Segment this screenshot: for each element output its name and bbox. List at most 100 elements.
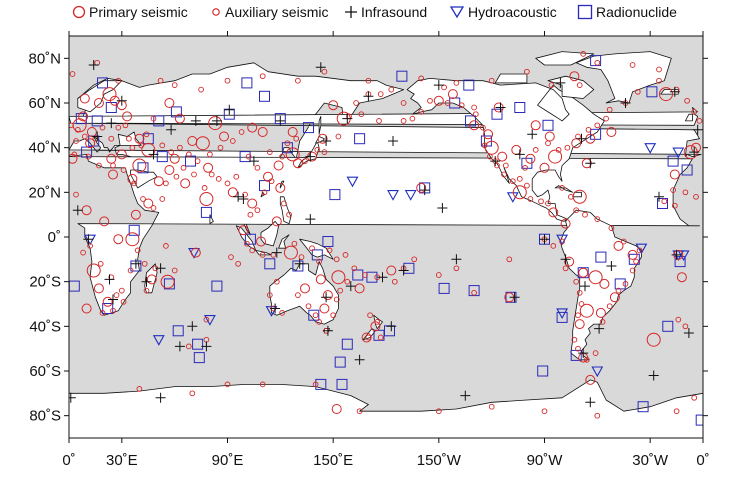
auxiliary-seismic-station [458, 102, 465, 109]
radionuclide-station [241, 77, 253, 89]
infrasound-station [233, 191, 244, 202]
auxiliary-seismic-station [217, 144, 224, 151]
hydroacoustic-station [672, 147, 685, 159]
auxiliary-seismic-station [247, 211, 254, 218]
auxiliary-seismic-station [73, 138, 79, 144]
radionuclide-station [244, 233, 256, 245]
primary-seismic-station [585, 374, 596, 385]
primary-seismic-station [433, 95, 444, 106]
auxiliary-seismic-station [118, 287, 125, 294]
radionuclide-station [681, 164, 693, 176]
auxiliary-seismic-station [168, 149, 174, 155]
auxiliary-seismic-station [418, 75, 425, 82]
primary-seismic-station [469, 120, 480, 131]
auxiliary-seismic-station [615, 287, 622, 294]
y-axis-ticks: 80˚N 60˚N 40˚N 20˚N 0˚ 20˚S 40˚S 60˚S 80˚S [28, 50, 708, 425]
auxiliary-seismic-station [316, 258, 322, 265]
primary-seismic-station [122, 111, 133, 122]
legend-infrasound: Infrasound [344, 3, 427, 21]
radionuclide-station [259, 90, 270, 102]
y-tick-label: 0˚ [48, 229, 61, 246]
primary-seismic-station [370, 321, 381, 332]
infrasound-station [398, 265, 409, 276]
infrasound-station [155, 263, 166, 274]
legend-auxiliary-seismic: Auxiliary seismic [210, 3, 328, 21]
auxiliary-seismic-station [427, 97, 433, 104]
primary-seismic-station [256, 236, 266, 247]
radionuclide-station [315, 378, 327, 390]
hydroacoustic-triangle-icon [449, 6, 465, 19]
infrasound-station [271, 247, 282, 258]
auxiliary-seismic-station [409, 115, 416, 122]
infrasound-station [654, 191, 664, 202]
auxiliary-seismic-station [582, 211, 588, 218]
primary-seismic-station [273, 160, 284, 171]
auxiliary-seismic-station [435, 408, 442, 415]
y-tick-label: 80˚N [28, 50, 61, 67]
infrasound-station [166, 124, 177, 135]
auxiliary-seismic-station [208, 171, 215, 178]
primary-seismic-station [219, 131, 229, 142]
auxiliary-seismic-station [573, 207, 580, 214]
infrasound-station [238, 194, 249, 204]
infrasound-station [460, 390, 471, 401]
y-tick-label: 40˚N [28, 140, 61, 157]
auxiliary-seismic-station [122, 122, 129, 129]
primary-seismic-station [354, 283, 365, 294]
auxiliary-seismic-station [629, 62, 636, 68]
primary-seismic-station [164, 165, 175, 175]
infrasound-station [580, 281, 590, 292]
primary-seismic-station [447, 89, 458, 100]
primary-seismic-station [609, 292, 620, 303]
radionuclide-station [366, 271, 378, 283]
auxiliary-seismic-station [376, 118, 382, 124]
primary-seismic-station [315, 274, 326, 285]
radionuclide-station [163, 278, 175, 290]
infrasound-station [419, 185, 430, 196]
auxiliary-seismic-station [134, 247, 141, 254]
infrasound-station [578, 348, 589, 359]
auxiliary-seismic-station [522, 164, 528, 171]
auxiliary-seismic-station [353, 100, 359, 106]
auxiliary-seismic-station [453, 265, 460, 272]
auxiliary-seismic-station [358, 111, 365, 118]
auxiliary-seismic-station [298, 254, 305, 260]
auxiliary-seismic-circle-icon [212, 8, 220, 16]
primary-seismic-station [569, 71, 580, 82]
radionuclide-station [491, 108, 503, 120]
radionuclide-station [192, 338, 204, 350]
auxiliary-seismic-station [312, 381, 319, 388]
infrasound-station [495, 102, 506, 113]
infrasound-station [155, 392, 166, 403]
radionuclide-station [75, 113, 87, 125]
auxiliary-seismic-station [198, 86, 204, 93]
infrasound-station [388, 136, 398, 146]
auxiliary-seismic-station [224, 77, 231, 84]
primary-seismic-station [292, 158, 303, 169]
auxiliary-seismic-station [691, 394, 698, 401]
auxiliary-seismic-station [159, 142, 166, 149]
antarctica [69, 379, 703, 438]
madagascar [144, 263, 158, 294]
primary-seismic-station [174, 113, 185, 124]
radionuclide-station [97, 77, 108, 89]
primary-seismic-station [497, 151, 508, 162]
primary-seismic-station [146, 274, 157, 285]
infrasound-station [342, 113, 353, 124]
hydroacoustic-station [203, 315, 216, 326]
auxiliary-seismic-station [620, 238, 627, 245]
victoria-island [494, 73, 528, 84]
radionuclide-station [657, 198, 668, 209]
radionuclide-station [646, 86, 658, 98]
auxiliary-seismic-station [113, 292, 120, 298]
auxiliary-seismic-station [138, 142, 145, 149]
legend: Primary seismic Auxiliary seismic Infras… [0, 0, 737, 26]
primary-seismic-station [247, 198, 258, 209]
infrasound-station [437, 203, 448, 213]
auxiliary-seismic-station [550, 243, 557, 249]
radionuclide-station [264, 258, 276, 270]
primary-seismic-station [79, 93, 90, 104]
auxiliary-seismic-station [636, 247, 643, 254]
primary-seismic-station [319, 303, 330, 314]
